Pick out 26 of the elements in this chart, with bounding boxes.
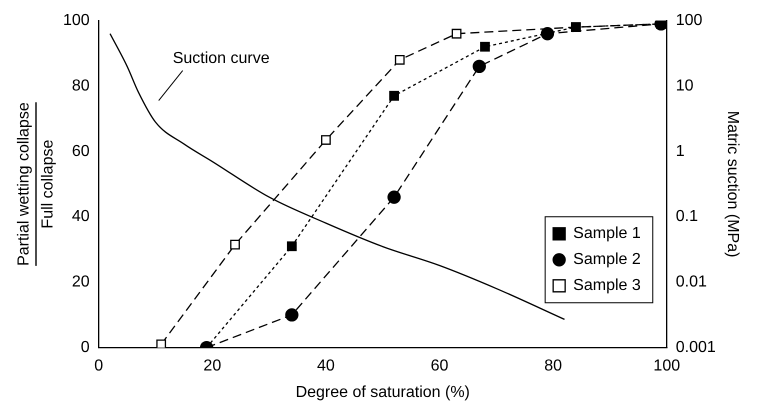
x-tick-label: 80	[544, 358, 562, 375]
y-tick-label: 40	[72, 208, 90, 226]
annotation: Suction curve	[172, 50, 270, 68]
y2-tick-label: 0.1	[676, 208, 698, 226]
y-tick-label: 20	[72, 274, 90, 291]
x-tick-label: 20	[203, 358, 222, 375]
x-tick-label: 40	[317, 358, 335, 375]
legend-label: Sample 3	[573, 277, 641, 294]
legend-label: Sample 2	[573, 251, 641, 268]
y-tick-label: 80	[72, 77, 90, 94]
y2-axis-title: Matric suction (MPa)	[724, 110, 741, 258]
y-tick-label: 0	[80, 339, 90, 356]
y2-tick-label: 100	[676, 12, 703, 30]
text: Full collapse	[39, 140, 56, 229]
y-tick-label: 100	[62, 12, 90, 30]
x-axis-title: Degree of saturation (%)	[296, 384, 470, 401]
legend-label: Sample 1	[573, 225, 641, 242]
y-tick-label: 60	[72, 142, 90, 160]
x-tick-label: 100	[653, 358, 680, 375]
x-tick-label: 0	[94, 358, 104, 375]
y2-tick-label: 0.01	[676, 274, 708, 291]
x-tick-label: 60	[430, 358, 449, 375]
y-axis-title: Partial wetting collapse	[15, 102, 32, 266]
y2-tick-label: 0.001	[676, 339, 716, 356]
y2-tick-label: 10	[676, 77, 694, 94]
y2-tick-label: 1	[676, 142, 685, 160]
